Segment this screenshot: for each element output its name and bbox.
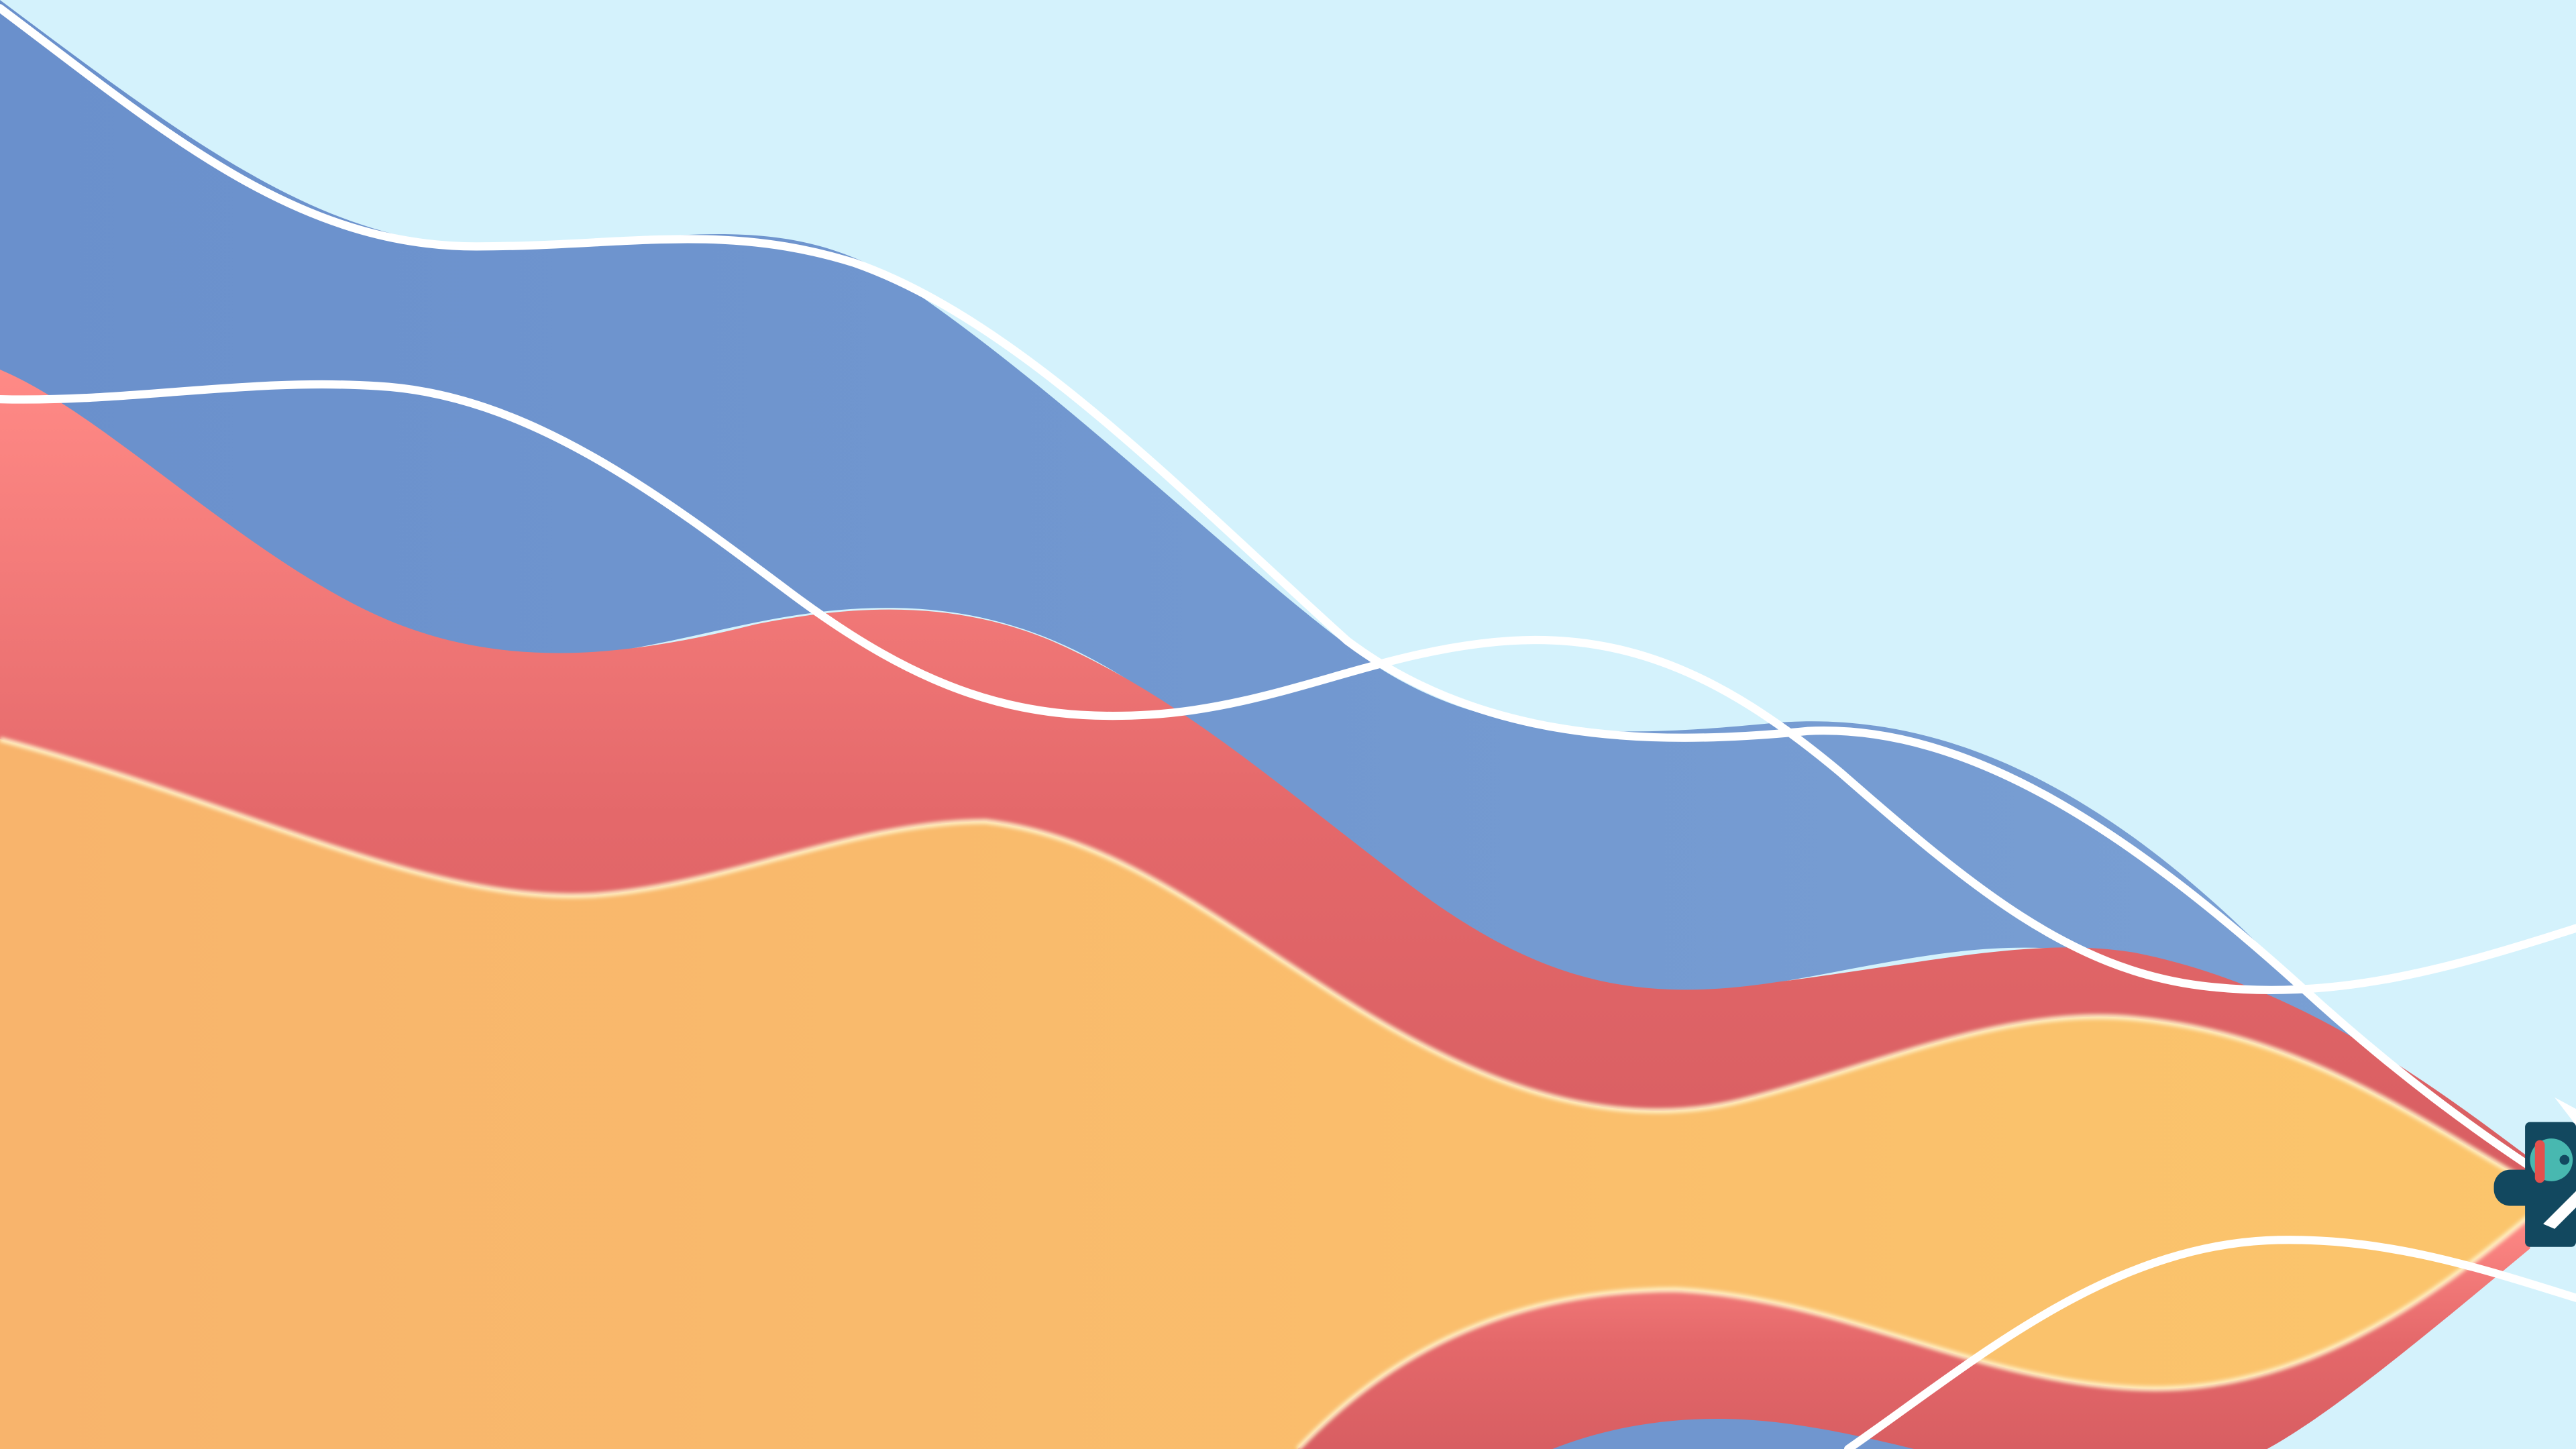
red-wave-band	[0, 370, 2530, 1183]
orange-wave-band	[0, 739, 2530, 1449]
orange-bottom-outline	[1296, 1214, 2532, 1449]
white-line-middle	[0, 380, 2576, 994]
lower-red-wave-band	[1297, 1216, 2530, 1449]
blue-wave-band	[0, 0, 2530, 1183]
white-line-lower	[1843, 1236, 2576, 1449]
lower-blue-wave-band	[1552, 1419, 1915, 1449]
figure-icon	[2493, 1097, 2576, 1247]
orange-top-outline	[0, 737, 2532, 1185]
white-line-top	[0, 4, 2534, 1171]
